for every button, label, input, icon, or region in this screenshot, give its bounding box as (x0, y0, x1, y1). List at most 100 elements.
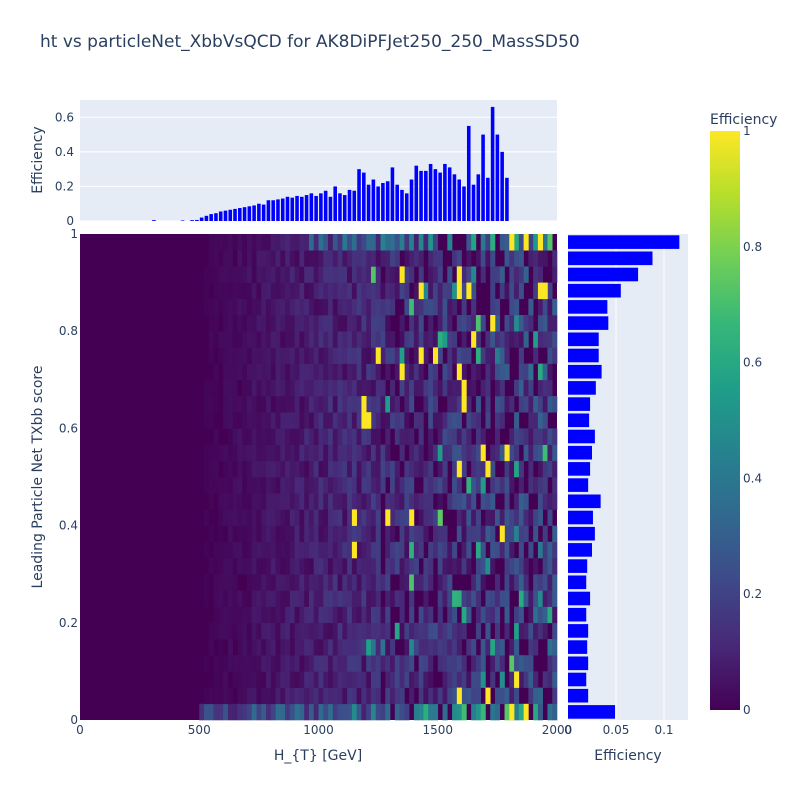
heatmap-cell (299, 622, 305, 640)
heatmap-cell (390, 379, 396, 397)
heatmap-cell (237, 525, 243, 543)
right-bar (568, 251, 653, 266)
heatmap-cell (485, 525, 491, 543)
heatmap-cell (275, 655, 281, 672)
heatmap-cell (328, 493, 334, 510)
heatmap-cell (347, 574, 353, 591)
heatmap-cell (409, 655, 415, 672)
heatmap-cell (246, 622, 253, 640)
heatmap-cell (499, 444, 505, 462)
heatmap-cell (294, 234, 300, 251)
heatmap-cell (237, 558, 243, 575)
heatmap-cell (447, 298, 453, 316)
heatmap-cell (237, 541, 243, 559)
heatmap-cell (213, 460, 219, 478)
top-bar (271, 200, 275, 221)
heatmap-cell (528, 622, 534, 640)
heatmap-cell (299, 282, 305, 300)
heatmap-cell (332, 444, 338, 462)
heatmap-cell (504, 525, 510, 543)
heatmap-cell (328, 541, 334, 559)
heatmap-cell (223, 541, 229, 559)
heatmap-cell (256, 250, 262, 267)
heatmap-cell (471, 639, 477, 656)
heatmap-cell (304, 282, 310, 300)
heatmap-cell (328, 250, 334, 267)
heatmap-cell (542, 590, 548, 607)
heatmap-cell (409, 541, 415, 559)
heatmap-cell (246, 282, 253, 300)
heatmap-cell (370, 460, 377, 478)
heatmap-cell (251, 298, 257, 316)
heatmap-cell (475, 396, 481, 413)
heatmap-cell (275, 639, 281, 656)
heatmap-cell (490, 298, 496, 316)
heatmap-cell (542, 525, 548, 543)
heatmap-cell (370, 477, 377, 494)
heatmap-cell (299, 428, 305, 445)
heatmap-cell (289, 396, 295, 413)
heatmap-cell (552, 574, 558, 591)
heatmap-cell (499, 282, 505, 300)
heatmap-cell (242, 622, 248, 640)
heatmap-cell (251, 315, 257, 332)
heatmap-cell (323, 282, 329, 300)
heatmap-cell (471, 703, 477, 721)
heatmap-hot-cell (480, 444, 486, 462)
heatmap-cell (280, 622, 286, 640)
heatmap-cell (227, 639, 233, 656)
heatmap-cell (404, 703, 410, 721)
heatmap-cell (294, 687, 300, 705)
heatmap-cell (366, 525, 372, 543)
heatmap-cell (480, 671, 486, 688)
heatmap-cell (261, 428, 267, 445)
heatmap-cell (404, 347, 410, 364)
heatmap-cell (232, 606, 238, 624)
heatmap-cell (332, 639, 338, 656)
heatmap-cell (428, 331, 434, 348)
heatmap-cell (494, 622, 501, 640)
heatmap-cell (351, 460, 357, 478)
heatmap-cell (318, 477, 324, 494)
heatmap-cell (452, 298, 458, 316)
heatmap-cell (270, 703, 276, 721)
heatmap-cell (404, 493, 410, 510)
heatmap-cell (385, 687, 391, 705)
heatmap-cell (251, 525, 257, 543)
heatmap-cell (351, 574, 357, 591)
heatmap-cell (227, 282, 233, 300)
heatmap-cell (342, 493, 348, 510)
heatmap-cell (356, 315, 362, 332)
heatmap-cell (256, 379, 262, 397)
heatmap-cell (375, 655, 381, 672)
heatmap-cell (404, 282, 410, 300)
heatmap-cell (370, 315, 377, 332)
heatmap-cell (285, 363, 291, 381)
top-bar (233, 208, 237, 221)
heatmap-cell (452, 493, 458, 510)
heatmap-cell (370, 396, 377, 413)
heatmap-cell (399, 574, 405, 591)
heatmap-cell (475, 509, 481, 526)
heatmap-cell (246, 266, 253, 283)
heatmap-cell (461, 444, 467, 462)
heatmap-cell (452, 703, 458, 721)
heatmap-cell (380, 622, 386, 640)
heatmap-cell (308, 606, 315, 624)
heatmap-cell (204, 687, 210, 705)
heatmap-cell (246, 606, 253, 624)
heatmap-cell (304, 331, 310, 348)
heatmap-cell (418, 574, 424, 591)
heatmap-cell (456, 315, 462, 332)
heatmap-cell (275, 379, 281, 397)
heatmap-cell (447, 590, 453, 607)
heatmap-cell (304, 703, 310, 721)
heatmap-cell (514, 298, 520, 316)
heatmap-hot-cell (351, 509, 357, 526)
heatmap-cell (475, 622, 481, 640)
heatmap-cell (390, 282, 396, 300)
heatmap-cell (304, 250, 310, 267)
heatmap-cell (485, 331, 491, 348)
heatmap-cell (366, 460, 372, 478)
